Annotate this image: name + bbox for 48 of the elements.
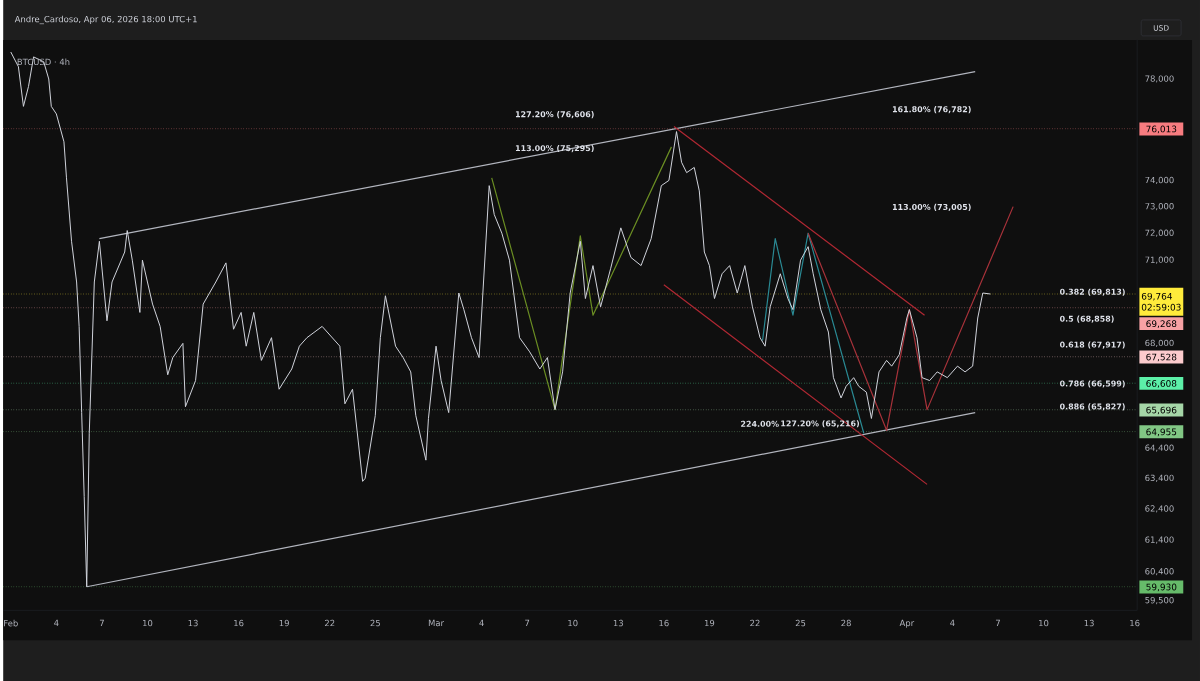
x-tick-label: 22 <box>324 619 335 627</box>
x-tick-label: 22 <box>750 619 760 627</box>
text: 02:59:03 <box>1141 303 1181 311</box>
x-tick-label: Feb <box>4 619 18 627</box>
x-tick-label: 13 <box>613 619 623 627</box>
x-tick-label: 25 <box>795 619 806 627</box>
y-tick-label: 61,400 <box>1145 536 1174 544</box>
x-tick-label: 16 <box>659 619 669 627</box>
ref-line-label: 64,955 <box>1146 428 1177 437</box>
x-tick-label: 10 <box>1039 619 1049 627</box>
x-tick-label: 7 <box>525 619 530 626</box>
x-tick-label: 16 <box>234 619 244 627</box>
y-tick-label: 62,400 <box>1145 505 1174 513</box>
x-tick-label: 13 <box>1084 619 1094 627</box>
x-tick-label: 10 <box>568 619 578 627</box>
line-series <box>10 51 991 588</box>
x-tick-label: 25 <box>370 619 380 627</box>
y-tick-label: 59,500 <box>1145 596 1174 605</box>
ref-line-label: 66,608 <box>1146 379 1177 388</box>
x-tick-label: 4 <box>950 619 955 626</box>
y-tick-label: 71,000 <box>1145 256 1174 264</box>
x-tick-label: Mar <box>428 619 445 627</box>
x-tick-label: 13 <box>188 619 198 627</box>
y-tick-label: 68,000 <box>1145 339 1174 347</box>
x-tick-label: 7 <box>995 619 1000 626</box>
y-tick-label: 63,400 <box>1145 474 1174 482</box>
x-tick-label: Apr <box>899 619 915 628</box>
y-tick-label: 74,000 <box>1145 176 1174 184</box>
x-tick-label: 10 <box>143 619 153 627</box>
x-tick-label: 16 <box>1130 619 1140 627</box>
x-tick-label: 7 <box>99 619 104 626</box>
x-tick-label: 19 <box>704 619 715 627</box>
y-tick-label: 60,400 <box>1145 568 1174 576</box>
x-tick-label: 4 <box>54 619 59 626</box>
x-tick-label: 28 <box>841 619 851 627</box>
y-tick-label: 72,000 <box>1145 229 1174 237</box>
ref-line-label: 76,013 <box>1146 125 1177 134</box>
y-tick-label: 64,400 <box>1145 444 1174 452</box>
ref-line-label: 59,930 <box>1146 583 1177 592</box>
x-tick-label: 4 <box>479 619 484 626</box>
ref-line-label: 65,696 <box>1146 406 1177 415</box>
ref-line-label: 67,528 <box>1146 353 1177 362</box>
chart-title: Andre_Cardoso, Apr 06, 2026 18:00 UTC+1 <box>14 15 197 25</box>
ref-line-label: 69,764 <box>1141 292 1173 301</box>
y-tick-label: 73,000 <box>1145 202 1174 211</box>
x-tick-label: 19 <box>279 619 289 627</box>
y-tick-label: 78,000 <box>1145 75 1174 83</box>
ref-line-label: 69,268 <box>1146 320 1177 328</box>
